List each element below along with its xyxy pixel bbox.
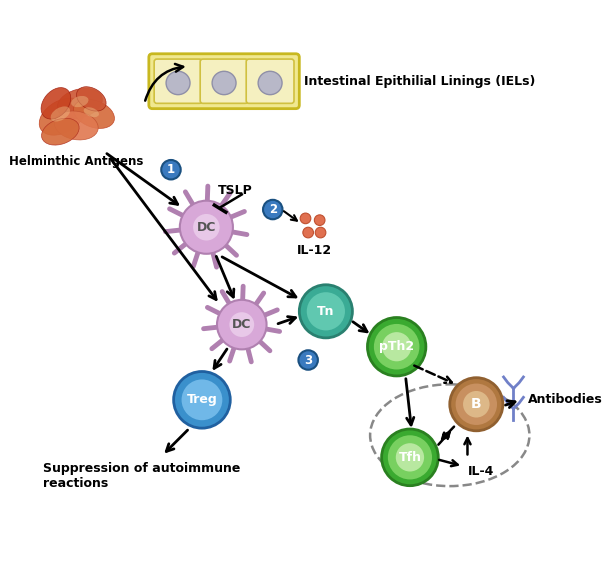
Text: 3: 3 (304, 354, 312, 367)
Text: Antibodies: Antibodies (527, 393, 602, 406)
FancyBboxPatch shape (246, 59, 294, 104)
Ellipse shape (166, 71, 190, 95)
Circle shape (229, 312, 254, 337)
Circle shape (396, 443, 424, 471)
Ellipse shape (258, 71, 282, 95)
Circle shape (382, 332, 412, 361)
Text: IL-4: IL-4 (467, 465, 494, 478)
Ellipse shape (39, 98, 85, 135)
Circle shape (388, 435, 432, 479)
Text: Intestinal Epithilial Linings (IELs): Intestinal Epithilial Linings (IELs) (304, 75, 535, 88)
Circle shape (180, 201, 233, 254)
Text: Tn: Tn (317, 305, 334, 318)
Circle shape (299, 350, 318, 370)
Ellipse shape (57, 88, 103, 118)
Text: B: B (471, 397, 481, 411)
FancyBboxPatch shape (149, 54, 299, 109)
Text: Treg: Treg (186, 393, 217, 406)
Circle shape (450, 378, 503, 431)
Circle shape (456, 384, 497, 425)
Text: Suppression of autoimmune
reactions: Suppression of autoimmune reactions (42, 462, 240, 490)
Text: DC: DC (232, 318, 251, 331)
Ellipse shape (84, 107, 99, 117)
Circle shape (315, 227, 326, 238)
Ellipse shape (55, 111, 98, 140)
FancyBboxPatch shape (200, 59, 248, 104)
Circle shape (314, 215, 325, 225)
Circle shape (161, 160, 181, 179)
Circle shape (303, 227, 313, 238)
Ellipse shape (50, 106, 70, 122)
Ellipse shape (212, 71, 236, 95)
Text: TSLP: TSLP (218, 183, 253, 196)
Ellipse shape (41, 118, 79, 145)
Text: pTh2: pTh2 (379, 340, 414, 353)
FancyBboxPatch shape (154, 59, 202, 104)
Circle shape (181, 379, 222, 420)
Text: DC: DC (197, 221, 216, 234)
Circle shape (263, 200, 282, 219)
Circle shape (193, 214, 220, 241)
Circle shape (307, 292, 345, 331)
Text: IL-12: IL-12 (297, 244, 332, 257)
Text: Tfh: Tfh (398, 451, 421, 464)
Circle shape (463, 391, 490, 418)
Text: 2: 2 (269, 203, 277, 216)
Ellipse shape (41, 88, 71, 119)
Circle shape (299, 285, 353, 338)
Text: 1: 1 (167, 163, 175, 176)
Text: Helminthic Antigens: Helminthic Antigens (9, 155, 143, 168)
Ellipse shape (73, 100, 115, 128)
Circle shape (367, 318, 426, 376)
Circle shape (217, 300, 266, 349)
Ellipse shape (71, 96, 89, 107)
Circle shape (382, 429, 438, 486)
Ellipse shape (76, 87, 106, 111)
Circle shape (374, 324, 419, 370)
Circle shape (300, 213, 311, 224)
Circle shape (174, 371, 230, 428)
